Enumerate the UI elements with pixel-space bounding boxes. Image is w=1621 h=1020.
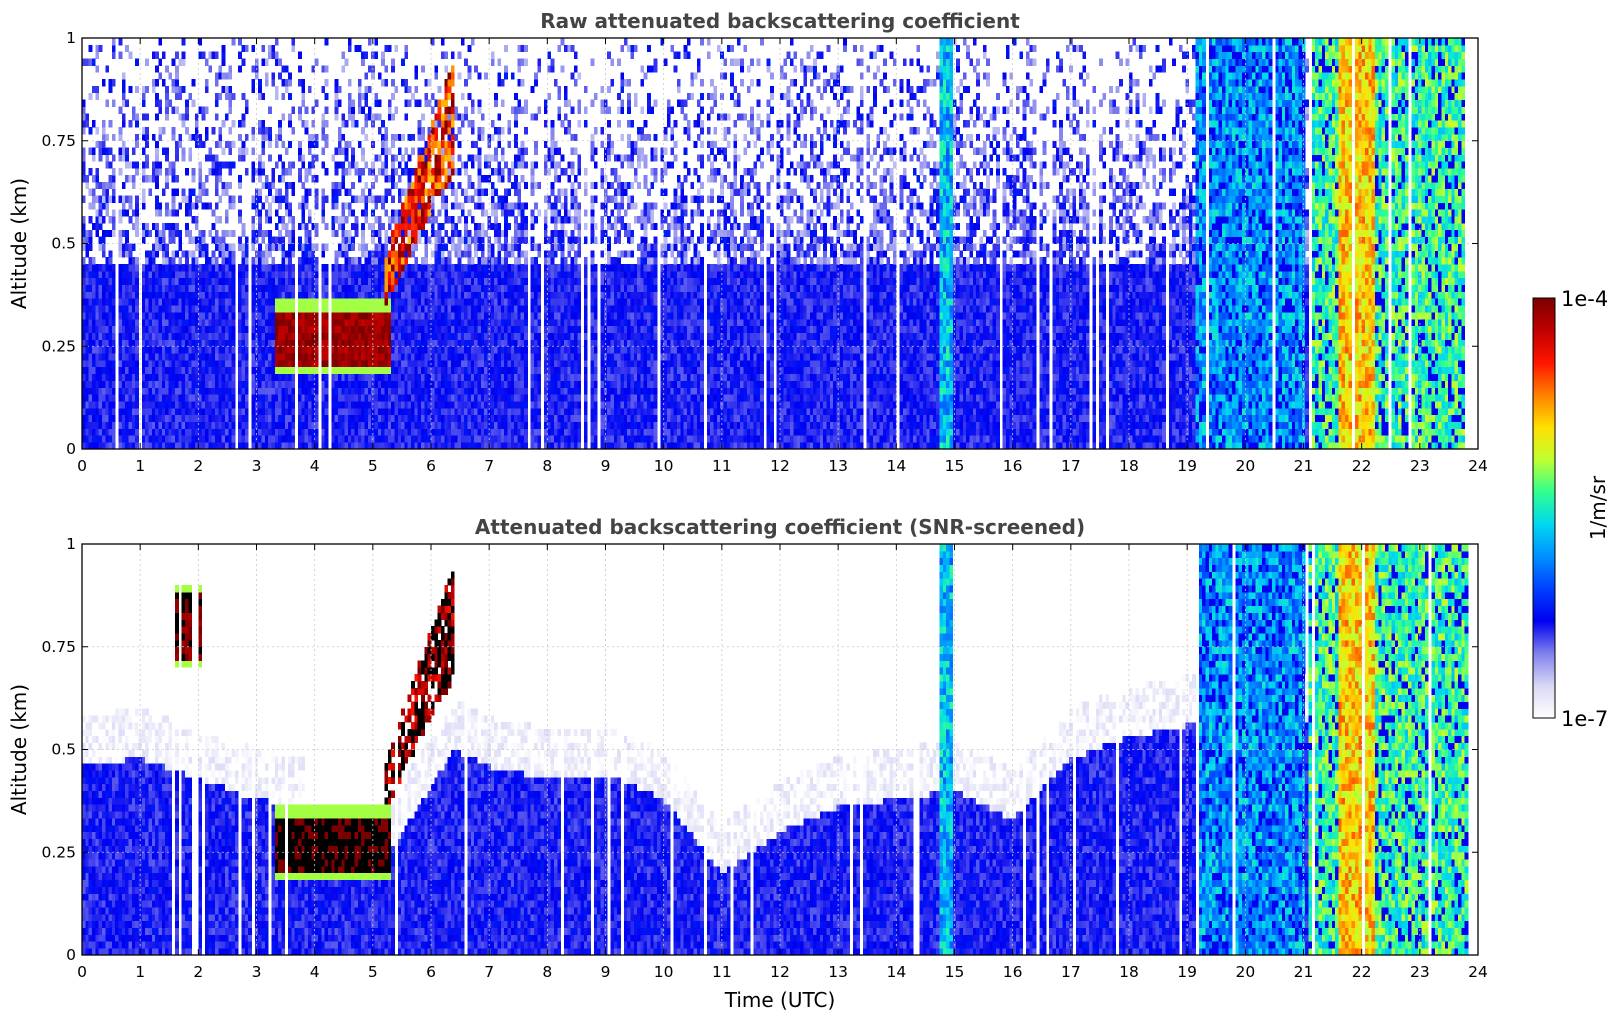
x-tick-label: 9 <box>601 457 611 475</box>
y-tick-label: 0 <box>66 440 76 458</box>
x-tick-label: 10 <box>654 457 674 475</box>
x-tick-label: 22 <box>1352 457 1372 475</box>
x-tick-label: 15 <box>945 457 965 475</box>
x-tick-label: 12 <box>770 457 790 475</box>
x-tick-label: 11 <box>712 457 732 475</box>
x-tick-label: 4 <box>310 457 320 475</box>
panel-title-raw: Raw attenuated backscattering coefficien… <box>540 9 1020 33</box>
x-tick-label: 2 <box>193 963 203 981</box>
x-tick-label: 0 <box>77 457 87 475</box>
x-tick-label: 1 <box>135 457 145 475</box>
x-tick-label: 20 <box>1235 457 1255 475</box>
x-tick-label: 8 <box>542 457 552 475</box>
x-tick-label: 6 <box>426 963 436 981</box>
x-tick-label: 19 <box>1177 457 1197 475</box>
x-tick-label: 23 <box>1410 457 1430 475</box>
colorbar-unit-label: 1/m/sr <box>1586 475 1610 540</box>
x-tick-label: 16 <box>1003 457 1023 475</box>
y-tick-label: 0 <box>66 946 76 964</box>
colorbar-scale <box>1533 298 1555 718</box>
x-tick-label: 3 <box>252 963 262 981</box>
x-tick-label: 9 <box>601 963 611 981</box>
x-tick-label: 16 <box>1003 963 1023 981</box>
x-tick-label: 17 <box>1061 963 1081 981</box>
x-tick-label: 20 <box>1235 963 1255 981</box>
x-tick-label: 6 <box>426 457 436 475</box>
x-tick-label: 8 <box>542 963 552 981</box>
x-tick-label: 15 <box>945 963 965 981</box>
x-axis-label: Time (UTC) <box>724 988 836 1012</box>
x-tick-label: 18 <box>1119 963 1139 981</box>
x-tick-label: 2 <box>193 457 203 475</box>
x-tick-label: 5 <box>368 963 378 981</box>
x-tick-label: 7 <box>484 457 494 475</box>
y-axis-label-screened: Altitude (km) <box>7 684 31 815</box>
x-tick-label: 23 <box>1410 963 1430 981</box>
x-tick-label: 12 <box>770 963 790 981</box>
y-tick-label: 0.5 <box>51 741 76 759</box>
x-tick-label: 7 <box>484 963 494 981</box>
y-tick-label: 1 <box>66 535 76 553</box>
y-tick-label: 0.25 <box>41 337 76 355</box>
x-tick-label: 21 <box>1294 457 1314 475</box>
panel-screened: Attenuated backscattering coefficient (S… <box>7 515 1488 1012</box>
panel-title-screened: Attenuated backscattering coefficient (S… <box>475 515 1085 539</box>
panel-raw: Raw attenuated backscattering coefficien… <box>7 9 1488 475</box>
y-tick-label: 0.75 <box>41 132 76 150</box>
x-tick-label: 21 <box>1294 963 1314 981</box>
x-tick-label: 14 <box>886 457 906 475</box>
y-axis-label-raw: Altitude (km) <box>7 178 31 309</box>
x-tick-label: 10 <box>654 963 674 981</box>
x-tick-label: 22 <box>1352 963 1372 981</box>
x-tick-label: 1 <box>135 963 145 981</box>
y-tick-label: 1 <box>66 29 76 47</box>
x-tick-label: 19 <box>1177 963 1197 981</box>
x-tick-label: 11 <box>712 963 732 981</box>
x-tick-label: 24 <box>1468 963 1488 981</box>
colorbar-min-label: 1e-7 <box>1561 707 1608 731</box>
x-tick-label: 0 <box>77 963 87 981</box>
x-tick-label: 24 <box>1468 457 1488 475</box>
x-tick-label: 5 <box>368 457 378 475</box>
x-tick-label: 3 <box>252 457 262 475</box>
x-tick-label: 4 <box>310 963 320 981</box>
y-tick-label: 0.75 <box>41 638 76 656</box>
y-tick-label: 0.25 <box>41 843 76 861</box>
colorbar-max-label: 1e-4 <box>1561 287 1608 311</box>
x-tick-label: 17 <box>1061 457 1081 475</box>
y-tick-label: 0.5 <box>51 235 76 253</box>
x-tick-label: 13 <box>828 457 848 475</box>
colorbar: 1e-4 1e-7 1/m/sr <box>1533 287 1610 731</box>
x-tick-label: 18 <box>1119 457 1139 475</box>
x-tick-label: 13 <box>828 963 848 981</box>
x-tick-label: 14 <box>886 963 906 981</box>
